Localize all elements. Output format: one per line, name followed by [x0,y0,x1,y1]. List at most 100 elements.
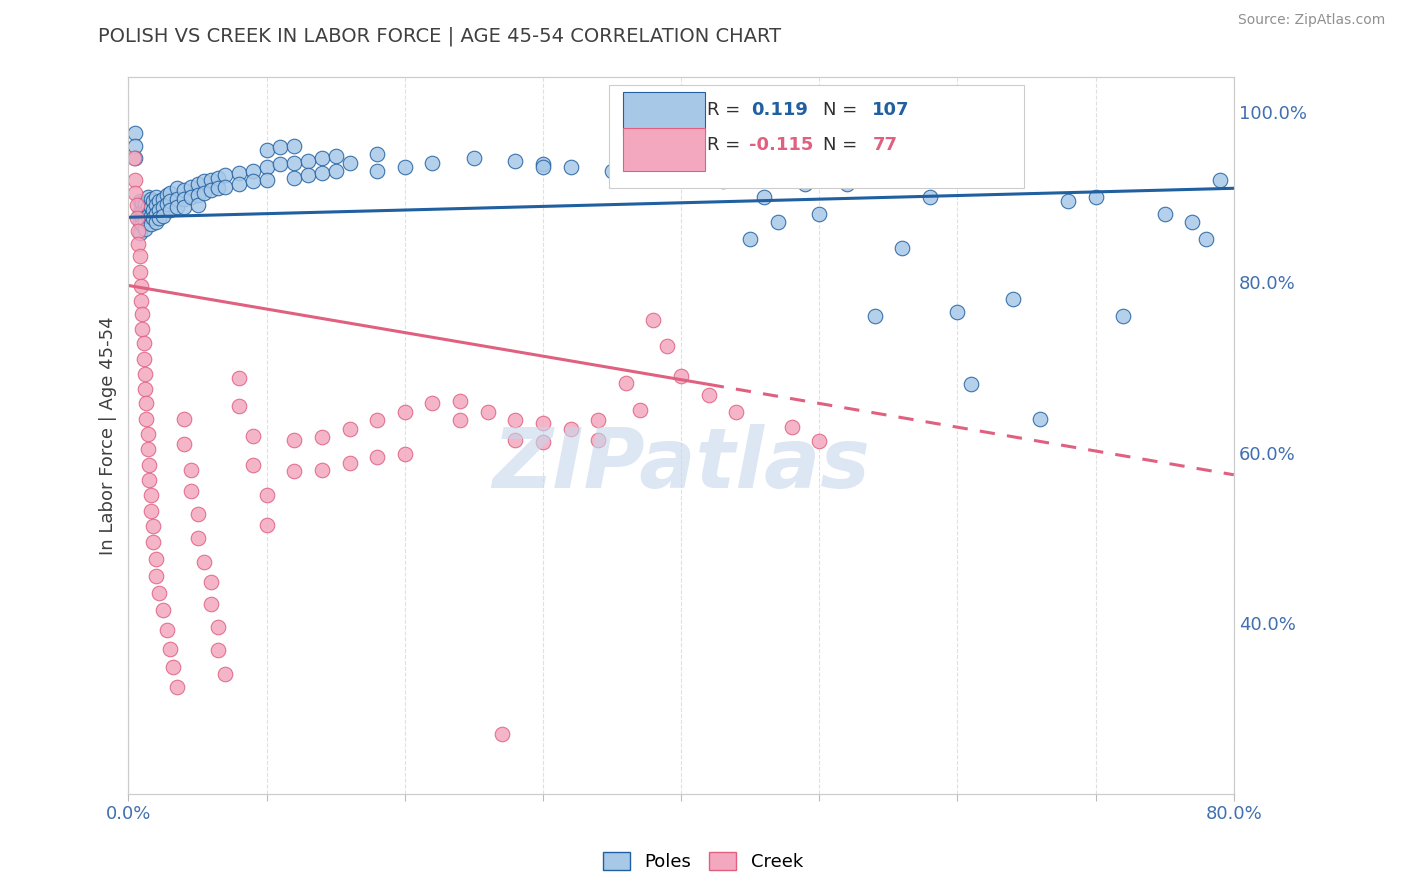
Point [127,236,149,251]
Point [193,555,215,569]
Point [142,211,165,226]
Point [256,160,278,174]
Point [531,435,554,450]
Point [135,396,157,410]
Point [531,160,554,174]
Point [145,552,167,566]
Point [200,575,222,590]
Point [173,192,195,206]
Point [187,188,209,202]
Point [325,149,347,163]
Point [148,211,170,226]
Point [132,336,155,351]
Point [228,370,250,384]
Text: N =: N = [823,136,863,154]
Point [256,518,278,533]
Point [200,183,222,197]
Point [139,488,162,502]
Point [339,456,361,470]
Point [166,200,188,214]
Point [228,177,250,191]
Point [138,473,160,487]
Point [159,641,181,656]
Point [835,177,858,191]
Point [142,519,165,533]
Point [228,166,250,180]
Point [128,194,150,208]
Point [311,430,333,444]
Text: R =: R = [707,101,745,119]
Point [207,171,229,186]
Point [643,169,665,183]
Point [162,660,184,674]
Point [283,138,305,153]
Text: 0.119: 0.119 [751,101,807,119]
Point [740,232,762,246]
Point [311,152,333,166]
Point [422,155,444,169]
Point [394,405,416,419]
Point [283,433,305,447]
Point [166,192,188,206]
Point [269,157,291,171]
Point [125,198,148,212]
Point [136,442,159,457]
Point [657,339,679,353]
Point [128,226,150,240]
Point [491,727,513,741]
Point [128,205,150,219]
Text: 77: 77 [872,136,897,154]
Point [242,174,264,188]
Point [173,437,195,451]
Point [505,153,527,168]
Point [173,183,195,197]
Point [297,169,319,183]
Point [891,241,914,255]
Point [134,205,156,219]
Point [586,413,609,427]
Point [180,483,202,498]
Point [139,217,162,231]
Point [531,157,554,171]
Point [586,433,609,447]
Point [136,426,159,441]
FancyBboxPatch shape [623,92,706,135]
Point [643,313,665,327]
Point [256,143,278,157]
Point [339,422,361,436]
Point [808,207,831,221]
FancyBboxPatch shape [609,85,1024,188]
Point [283,171,305,186]
Point [138,458,160,472]
Point [156,196,179,211]
Point [808,434,831,448]
Point [129,293,152,308]
Point [129,279,152,293]
Point [152,200,174,214]
Point [180,190,202,204]
Point [131,205,153,219]
Point [780,420,803,434]
Point [256,488,278,502]
Point [136,200,159,214]
Point [145,215,167,229]
Point [139,503,162,517]
Point [422,396,444,410]
Point [187,507,209,521]
Y-axis label: In Labor Force | Age 45-54: In Labor Force | Age 45-54 [100,317,117,555]
Point [1084,190,1107,204]
Point [242,458,264,473]
Point [135,411,157,425]
Point [297,153,319,168]
Point [128,250,150,264]
Point [128,265,150,279]
Text: Source: ZipAtlas.com: Source: ZipAtlas.com [1237,13,1385,28]
Point [449,394,471,409]
Text: 107: 107 [872,101,910,119]
Point [166,181,188,195]
Point [242,164,264,178]
Point [193,186,215,200]
Point [145,198,167,212]
Point [600,164,623,178]
Point [134,382,156,396]
